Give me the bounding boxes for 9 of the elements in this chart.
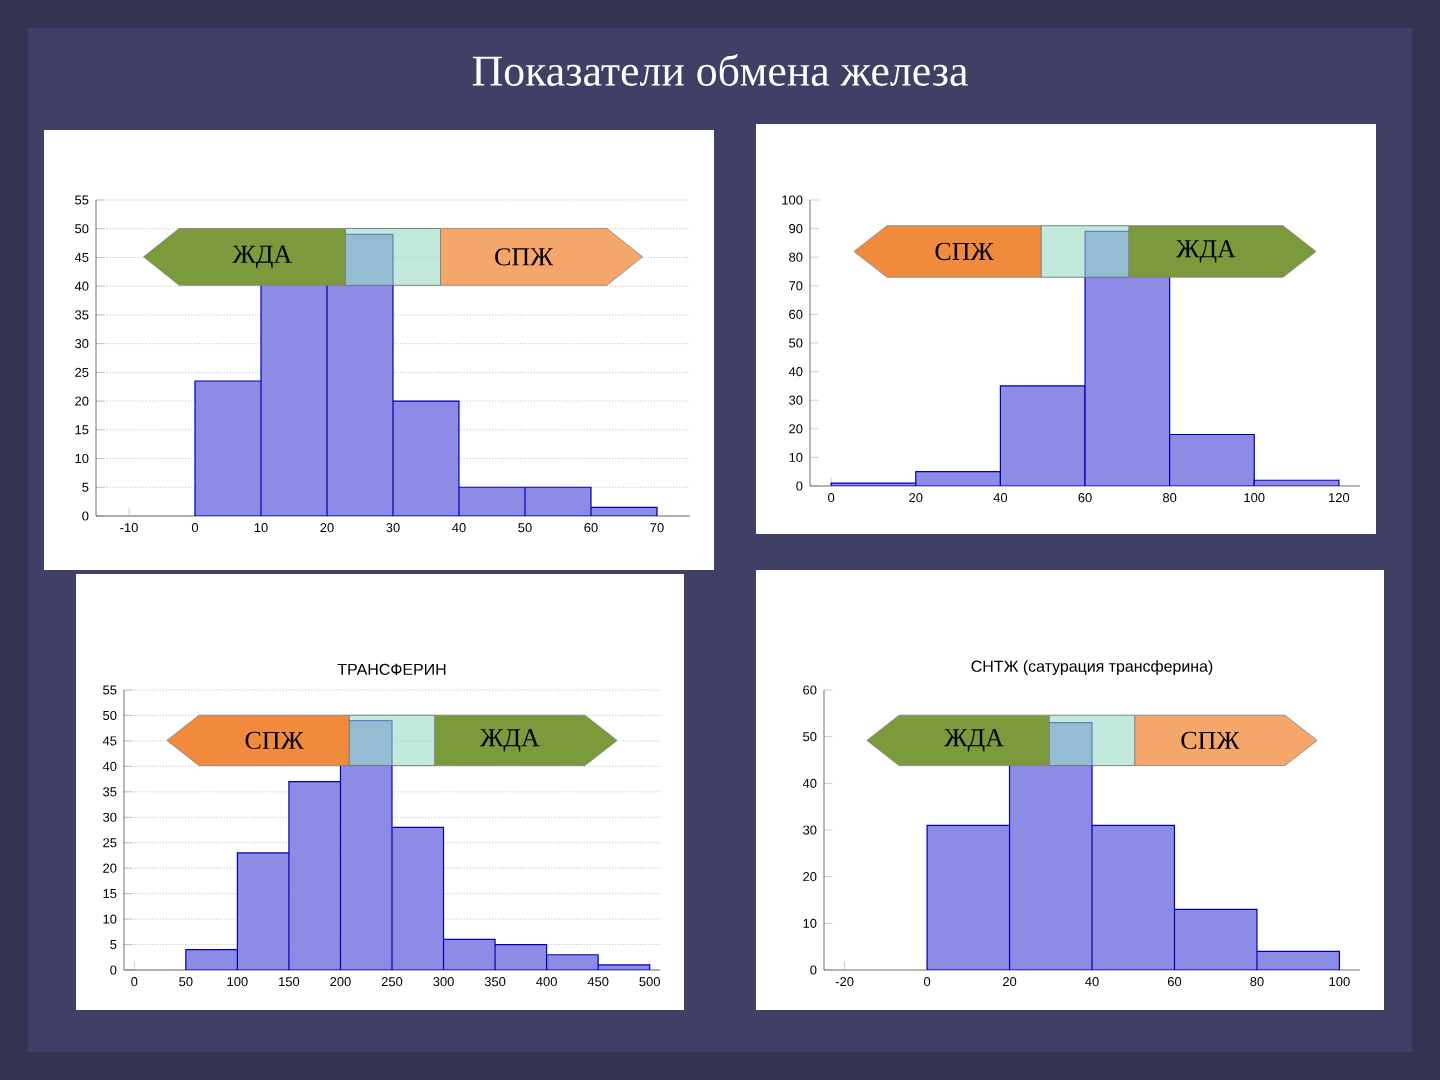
chart-title: Показатели обмена железа [472, 54, 968, 86]
annotation: СПЖ [495, 248, 554, 266]
annotation: ЖДА [480, 729, 540, 752]
annotation: ЖДА [1176, 240, 1236, 263]
annotation: СПЖ [935, 242, 994, 261]
annotation: СПЖ [1181, 731, 1240, 750]
annotation: СПЖ [245, 731, 304, 750]
annotation: ЖДА [944, 729, 1004, 752]
annotation: ЖДА [232, 245, 292, 269]
